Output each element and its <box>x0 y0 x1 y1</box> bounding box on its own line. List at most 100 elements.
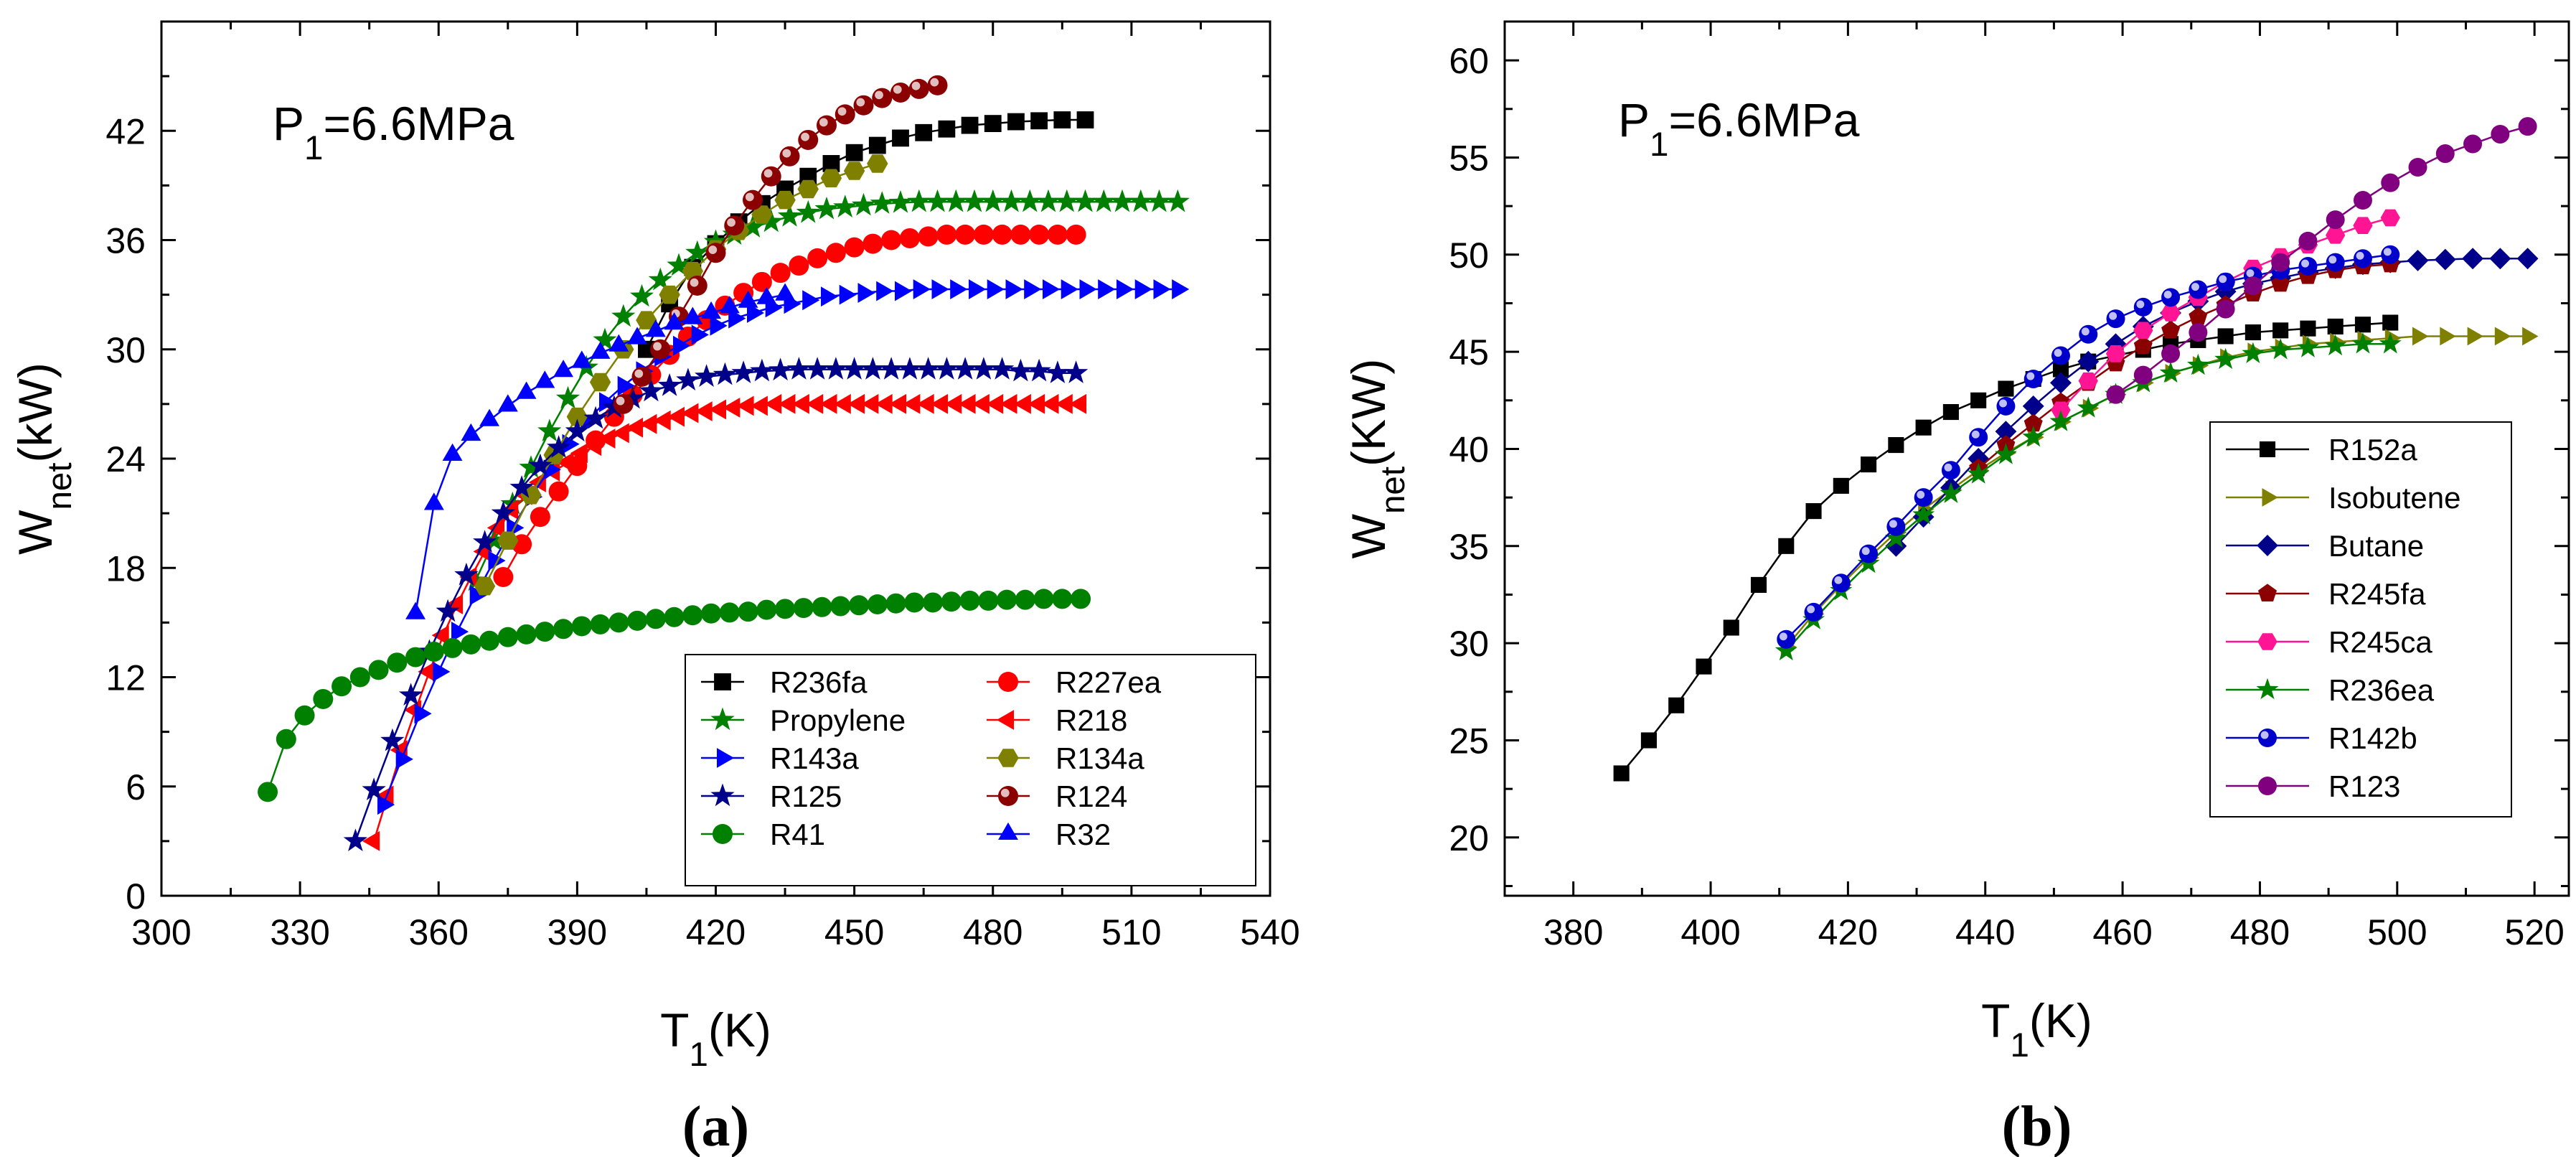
data-point-Propylene <box>555 385 580 409</box>
data-point-R152a <box>1915 419 1932 436</box>
data-point-R218 <box>972 393 989 414</box>
legend-label: R142b <box>2328 721 2417 755</box>
data-point-R143a <box>802 290 820 311</box>
data-point-R236ea <box>1884 526 1907 548</box>
data-point-R134a <box>797 179 819 199</box>
data-point-R41 <box>849 595 870 616</box>
data-point-Propylene <box>593 327 617 351</box>
data-point-R125 <box>1008 358 1033 382</box>
data-point-R227ea <box>918 226 939 247</box>
data-point-R218 <box>653 410 671 431</box>
data-point-R152a <box>2244 324 2261 341</box>
data-point-R143a <box>969 279 987 299</box>
data-point-Butane <box>2462 248 2483 270</box>
data-point-Propylene <box>519 455 543 478</box>
series-R123 <box>2106 117 2537 404</box>
data-point-R152a <box>2354 317 2371 333</box>
data-point-R41 <box>959 590 980 611</box>
data-point-R41 <box>867 594 888 614</box>
data-point-Propylene <box>851 192 876 216</box>
data-point-R134a <box>774 190 796 210</box>
data-point-R245ca <box>2353 217 2373 234</box>
data-point-R123 <box>2298 231 2318 250</box>
data-point-R152a <box>1998 380 2014 397</box>
data-point-R236ea <box>2077 396 2100 418</box>
data-point-R236ea <box>1967 462 1990 484</box>
data-point-R41 <box>405 647 426 668</box>
data-point-R236ea <box>2214 347 2237 370</box>
x-tick-label: 360 <box>409 912 469 952</box>
data-point-R227ea <box>1047 224 1068 245</box>
legend-marker-Butane <box>2257 535 2278 556</box>
data-point-R143a <box>377 795 395 815</box>
data-point-R218 <box>1069 393 1087 414</box>
data-point-R32 <box>405 601 426 619</box>
y-tick-label: 24 <box>105 439 146 479</box>
legend-marker-R236fa <box>714 673 731 690</box>
series-R152a <box>1613 314 2399 782</box>
data-point-R245fa <box>2133 336 2153 355</box>
data-point-R245fa <box>2023 413 2043 432</box>
data-point-Isobutene <box>2467 327 2483 346</box>
data-point-R134a <box>636 311 657 329</box>
data-point-Propylene <box>1055 189 1079 212</box>
data-point-Butane <box>2407 250 2429 271</box>
data-point-R152a <box>1696 658 1712 675</box>
data-point-R32 <box>571 350 592 368</box>
data-point-R41 <box>516 624 537 645</box>
data-point-R152a <box>1640 732 1657 749</box>
data-point-R32 <box>756 286 777 304</box>
data-point-R245fa <box>2161 320 2181 339</box>
data-point-R123 <box>2518 117 2537 136</box>
data-point-R124 <box>853 95 874 116</box>
data-point-R32 <box>479 408 499 426</box>
legend-entry-R236fa: R236fa <box>701 665 868 699</box>
data-point-R218 <box>930 393 948 414</box>
data-point-R218 <box>806 393 824 414</box>
data-point-R41 <box>793 598 814 619</box>
data-point-R125 <box>1064 360 1089 383</box>
data-point-R227ea <box>1029 224 1050 245</box>
data-point-R124 <box>908 78 929 99</box>
data-point-R41 <box>535 622 555 642</box>
data-point-R32 <box>775 283 795 301</box>
x-tick-label: 480 <box>963 912 1023 952</box>
data-point-R125 <box>805 357 829 380</box>
legend-label: R227ea <box>1056 665 1162 699</box>
data-point-R236ea <box>2242 342 2265 363</box>
data-point-R236ea <box>1940 482 1962 503</box>
series-line-R245fa <box>1978 263 2391 469</box>
data-point-R125 <box>768 357 793 381</box>
data-point-R41 <box>479 630 500 651</box>
data-point-Butane <box>1995 421 2017 443</box>
data-point-Propylene <box>1165 189 1190 212</box>
legend-label: R124 <box>1056 779 1127 813</box>
data-point-R143a <box>1043 279 1061 299</box>
data-point-R218 <box>486 517 504 538</box>
data-point-R123 <box>2106 385 2125 404</box>
legend-marker-R142b <box>2258 729 2277 747</box>
data-point-R218 <box>1013 393 1031 414</box>
data-point-R236ea <box>1774 639 1797 661</box>
legend-label: R134a <box>1056 741 1144 775</box>
data-point-R218 <box>667 406 685 427</box>
data-point-R41 <box>1015 589 1035 610</box>
data-point-R125 <box>731 360 756 383</box>
data-point-Propylene <box>648 267 672 291</box>
data-point-R152a <box>2327 318 2344 334</box>
data-point-R134a <box>820 169 842 187</box>
data-point-R41 <box>664 606 685 627</box>
data-point-R227ea <box>844 237 865 258</box>
data-point-R218 <box>903 393 921 414</box>
data-point-R124 <box>927 75 948 95</box>
data-point-R245ca <box>2133 322 2153 339</box>
data-point-R227ea <box>973 224 994 245</box>
y-tick-label: 45 <box>1449 332 1489 373</box>
y-tick-label: 35 <box>1449 527 1489 567</box>
x-tick-label: 380 <box>1543 912 1603 952</box>
legend-label: R32 <box>1056 818 1111 851</box>
data-point-Propylene <box>888 190 913 213</box>
data-point-R218 <box>598 428 616 449</box>
data-point-R41 <box>1052 589 1073 609</box>
data-point-Propylene <box>1091 189 1116 212</box>
